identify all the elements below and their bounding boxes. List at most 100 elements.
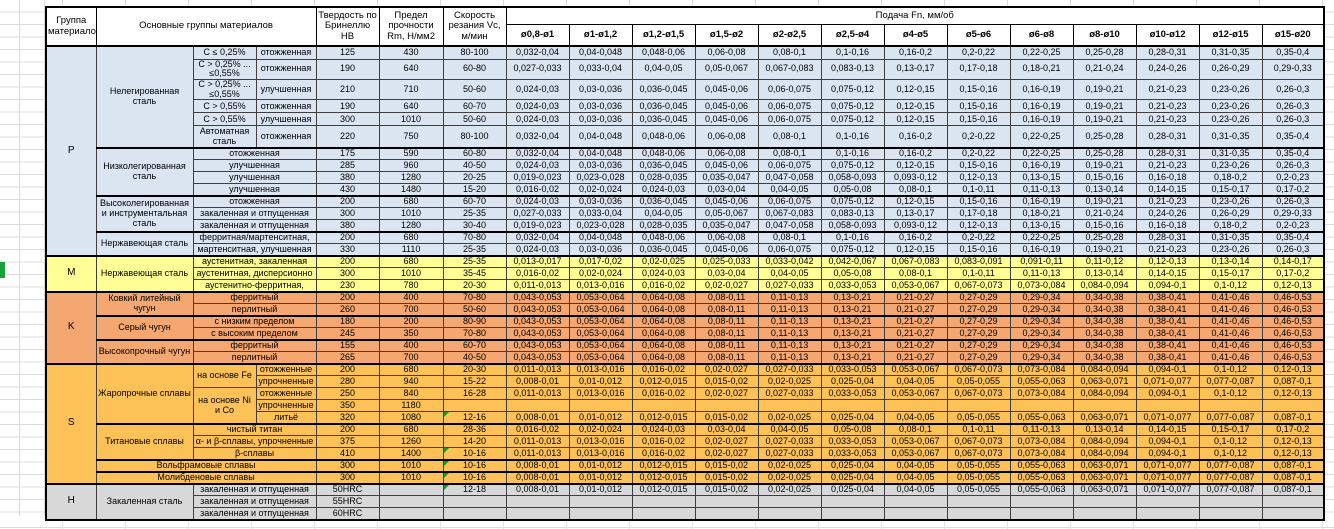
cell-feed-value[interactable]: 0,11-0,13 xyxy=(757,327,822,341)
cell-feed-value[interactable]: 0,13-0,21 xyxy=(820,290,885,305)
cell-feed-value[interactable]: 0,015-0,02 xyxy=(694,375,759,389)
cell-feed-value[interactable]: 0,087-0,1 xyxy=(1261,375,1325,389)
cell-feed-value[interactable]: 0,28-0,31 xyxy=(1135,230,1200,245)
cell-feed-value[interactable]: 0,16-0,19 xyxy=(1009,99,1074,114)
cell-feed-value[interactable]: 0,29-0,34 xyxy=(1009,351,1074,365)
cell-variant[interactable]: C > 0,25% ... ≤0,55% xyxy=(192,58,257,80)
cell-feed-value[interactable]: 0,045-0,06 xyxy=(694,78,759,101)
cell-feed-value[interactable]: 0,13-0,21 xyxy=(820,338,885,353)
cell-strength[interactable]: 680 xyxy=(378,422,444,437)
cell-feed-value[interactable]: 0,35-0,4 xyxy=(1261,230,1325,245)
cell-feed-value[interactable]: 0,032-0,04 xyxy=(505,146,570,161)
cell-feed-value[interactable]: 0,058-0,093 xyxy=(820,171,885,185)
header-material-group[interactable]: Группа материалов xyxy=(45,6,97,47)
cell-group-letter[interactable]: S xyxy=(45,362,97,485)
cell-feed-value[interactable]: 0,087-0,1 xyxy=(1261,470,1325,485)
cell-hardness[interactable]: 300 xyxy=(315,207,380,221)
cell-hardness[interactable]: 380 xyxy=(315,171,380,185)
cell-feed-value[interactable]: 0,01-0,012 xyxy=(568,375,633,389)
cell-feed-value[interactable]: 0,075-0,12 xyxy=(820,159,885,173)
cell-hardness[interactable]: 300 xyxy=(315,458,380,473)
cell-feed-value[interactable]: 0,036-0,045 xyxy=(631,194,696,209)
cell-feed-value[interactable]: 0,04-0,05 xyxy=(757,422,822,437)
cell-feed-value[interactable]: 0,08-0,1 xyxy=(883,422,948,437)
cell-feed-value[interactable]: 0,16-0,19 xyxy=(1009,159,1074,173)
cell-feed-value[interactable]: 0,16-0,19 xyxy=(1009,78,1074,101)
cell-feed-value[interactable]: 0,01-0,012 xyxy=(568,470,633,485)
cell-feed-value[interactable]: 0,036-0,045 xyxy=(631,99,696,114)
cell-feed-value[interactable]: 0,12-0,13 xyxy=(946,219,1011,233)
cell-feed-value[interactable]: 0,071-0,077 xyxy=(1135,482,1200,497)
cell-feed-value[interactable]: 0,05-0,055 xyxy=(946,458,1011,473)
cell-feed-value[interactable]: 0,033-0,04 xyxy=(568,207,633,221)
cell-feed-value[interactable]: 0,21-0,27 xyxy=(883,314,948,329)
cell-subgroup[interactable]: Высоколегированная и инструментальная ст… xyxy=(95,194,194,233)
header-feed-col[interactable]: ø8-ø10 xyxy=(1072,24,1137,47)
header-feed-col[interactable]: ø0,8-ø1 xyxy=(505,24,570,47)
cell-feed-value[interactable]: 0,071-0,077 xyxy=(1135,458,1200,473)
cell-feed-value[interactable]: 0,093-0,12 xyxy=(883,171,948,185)
cell-feed-value[interactable]: 0,075-0,12 xyxy=(820,99,885,114)
cell-feed-value[interactable]: 0,21-0,23 xyxy=(1135,78,1200,101)
cell-feed-value[interactable]: 0,38-0,41 xyxy=(1135,351,1200,365)
cell-feed-value[interactable]: 0,12-0,15 xyxy=(883,194,948,209)
cell-feed-value[interactable]: 0,073-0,084 xyxy=(1009,435,1074,449)
cell-cutting-speed[interactable]: 50-60 xyxy=(442,112,507,127)
cell-feed-value[interactable]: 0,04-0,05 xyxy=(883,482,948,497)
cell-feed-value[interactable]: 0,02-0,025 xyxy=(757,482,822,497)
cell-feed-value[interactable]: 0,036-0,045 xyxy=(631,112,696,127)
cell-feed-value[interactable]: 0,047-0,058 xyxy=(757,171,822,185)
cell-feed-value[interactable]: 0,18-0,2 xyxy=(1198,171,1263,185)
cell-feed-value[interactable]: 0,15-0,16 xyxy=(946,194,1011,209)
cell-feed-value[interactable]: 0,008-0,01 xyxy=(505,458,570,473)
cell-feed-value[interactable]: 0,013-0,016 xyxy=(568,447,633,461)
cell-feed-value[interactable]: 0,02-0,027 xyxy=(694,435,759,449)
cell-feed-value[interactable]: 0,13-0,15 xyxy=(1009,219,1074,233)
cell-feed-value[interactable]: 0,41-0,46 xyxy=(1198,338,1263,353)
cell-strength[interactable] xyxy=(378,482,444,497)
cell-feed-value[interactable]: 0,08-0,1 xyxy=(883,183,948,197)
cell-subgroup[interactable]: Закаленная сталь xyxy=(95,482,194,521)
header-feed-title[interactable]: Подача Fn, мм/об xyxy=(505,6,1325,25)
cell-feed-value[interactable]: 0,027-0,033 xyxy=(505,207,570,221)
cell-feed-value[interactable]: 0,024-0,03 xyxy=(631,267,696,281)
cell-feed-value[interactable]: 0,032-0,04 xyxy=(505,230,570,245)
cell-feed-value[interactable]: 0,073-0,084 xyxy=(1009,362,1074,377)
cell-feed-value[interactable]: 0,094-0,1 xyxy=(1135,362,1200,377)
cell-cutting-speed[interactable]: 14-20 xyxy=(442,435,507,449)
cell-cutting-speed[interactable]: 70-80 xyxy=(442,230,507,245)
cell-feed-value[interactable]: 0,027-0,033 xyxy=(757,279,822,293)
cell-feed-value[interactable]: 0,05-0,08 xyxy=(820,183,885,197)
cell-feed-value[interactable]: 0,075-0,12 xyxy=(820,194,885,209)
cell-feed-value[interactable]: 0,05-0,067 xyxy=(694,58,759,80)
cell-feed-value[interactable]: 0,13-0,21 xyxy=(820,303,885,317)
cell-feed-value[interactable]: 0,23-0,26 xyxy=(1198,243,1263,257)
cell-feed-value[interactable]: 0,18-0,2 xyxy=(1198,219,1263,233)
cell-feed-value[interactable]: 0,15-0,16 xyxy=(946,78,1011,101)
cell-feed-value[interactable] xyxy=(505,507,570,521)
cell-feed-value[interactable]: 0,12-0,13 xyxy=(1261,362,1325,377)
cell-feed-value[interactable]: 0,024-0,03 xyxy=(631,422,696,437)
cell-strength[interactable]: 780 xyxy=(378,279,444,293)
cell-hardness[interactable]: 410 xyxy=(315,447,380,461)
cell-feed-value[interactable]: 0,04-0,048 xyxy=(568,146,633,161)
cell-feed-value[interactable]: 0,25-0,28 xyxy=(1072,146,1137,161)
cell-feed-value[interactable]: 0,08-0,1 xyxy=(757,45,822,60)
cell-strength[interactable]: 1260 xyxy=(378,435,444,449)
cell-hardness[interactable]: 125 xyxy=(315,45,380,60)
cell-feed-value[interactable]: 0,06-0,08 xyxy=(694,45,759,60)
cell-feed-value[interactable]: 0,016-0,02 xyxy=(505,422,570,437)
cell-feed-value[interactable]: 0,29-0,34 xyxy=(1009,338,1074,353)
cell-feed-value[interactable]: 0,05-0,055 xyxy=(946,411,1011,425)
cell-feed-value[interactable]: 0,013-0,017 xyxy=(505,254,570,269)
cell-feed-value[interactable]: 0,12-0,13 xyxy=(1261,387,1325,401)
cell-strength[interactable]: 940 xyxy=(378,375,444,389)
cell-feed-value[interactable]: 0,12-0,13 xyxy=(1261,447,1325,461)
cell-strength[interactable]: 1180 xyxy=(378,399,444,413)
cell-feed-value[interactable]: 0,064-0,08 xyxy=(631,351,696,365)
cell-feed-value[interactable]: 0,21-0,23 xyxy=(1135,112,1200,127)
cell-feed-value[interactable]: 0,18-0,21 xyxy=(1009,58,1074,80)
cell-feed-value[interactable]: 0,06-0,075 xyxy=(757,243,822,257)
cell-feed-value[interactable]: 0,03-0,036 xyxy=(568,243,633,257)
cell-strength[interactable]: 1010 xyxy=(378,112,444,127)
